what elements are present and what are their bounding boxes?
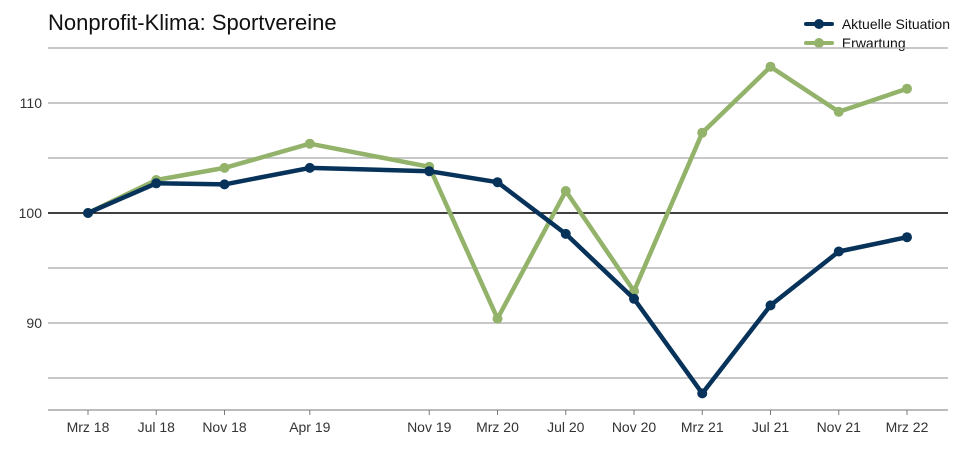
chart-title: Nonprofit-Klima: Sportvereine [48,10,337,35]
data-point-erwartung [697,127,708,138]
data-point-erwartung [765,61,776,72]
x-tick-label: Mrz 18 [67,419,110,435]
series-line-aktuelle-situation [85,165,910,396]
x-tick-label: Jul 20 [547,419,585,435]
legend-swatch-erwartung [802,33,836,52]
data-point-aktuelle-situation [219,179,230,190]
legend-item-aktuelle-situation: Aktuelle Situation [802,14,950,33]
data-point-erwartung [902,83,912,94]
data-point-aktuelle-situation [833,246,844,257]
data-point-erwartung [219,162,230,173]
data-point-erwartung [304,138,315,149]
data-point-aktuelle-situation [902,232,912,243]
legend-label-aktuelle-situation: Aktuelle Situation [841,15,950,32]
y-tick-label: 110 [20,95,43,111]
data-point-aktuelle-situation [151,178,162,189]
legend: Aktuelle Situation Erwartung [802,14,950,52]
data-point-aktuelle-situation [83,208,93,218]
data-point-aktuelle-situation [304,162,315,173]
x-tick-label: Apr 19 [289,419,330,435]
data-point-aktuelle-situation [492,177,503,188]
x-tick-label: Mrz 21 [681,419,724,435]
x-tick-label: Mrz 20 [476,419,519,435]
x-tick-label: Jul 18 [138,419,176,435]
data-point-erwartung [560,186,571,196]
x-tick-label: Nov 21 [817,419,862,435]
x-tick-label: Nov 19 [407,419,452,435]
data-point-aktuelle-situation [424,166,435,177]
y-tick-label: 90 [26,315,42,331]
legend-label-erwartung: Erwartung [841,34,906,51]
x-tick-label: Jul 21 [752,419,790,435]
data-point-erwartung [492,313,503,324]
data-point-aktuelle-situation [765,300,776,311]
data-point-aktuelle-situation [697,388,708,399]
legend-item-erwartung: Erwartung [802,33,950,52]
series-line-erwartung [85,64,910,321]
legend-swatch-aktuelle-situation [802,14,836,33]
data-point-aktuelle-situation [560,228,571,239]
data-point-aktuelle-situation [629,293,639,304]
data-point-erwartung [833,106,844,117]
y-tick-label: 100 [19,205,43,221]
x-tick-label: Nov 20 [612,419,657,435]
x-tick-label: Nov 18 [202,419,247,435]
x-tick-label: Mrz 22 [886,419,929,435]
